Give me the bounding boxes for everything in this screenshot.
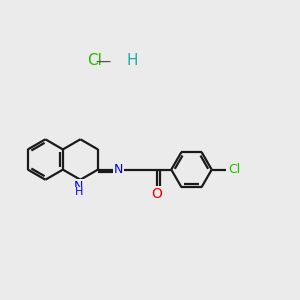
Text: Cl: Cl [228, 163, 241, 176]
Text: H: H [75, 187, 83, 197]
Text: —: — [95, 53, 110, 68]
Text: Cl: Cl [88, 53, 102, 68]
Text: O: O [151, 187, 162, 201]
Text: H: H [126, 53, 138, 68]
Text: N: N [113, 163, 123, 176]
Text: N: N [74, 180, 84, 193]
